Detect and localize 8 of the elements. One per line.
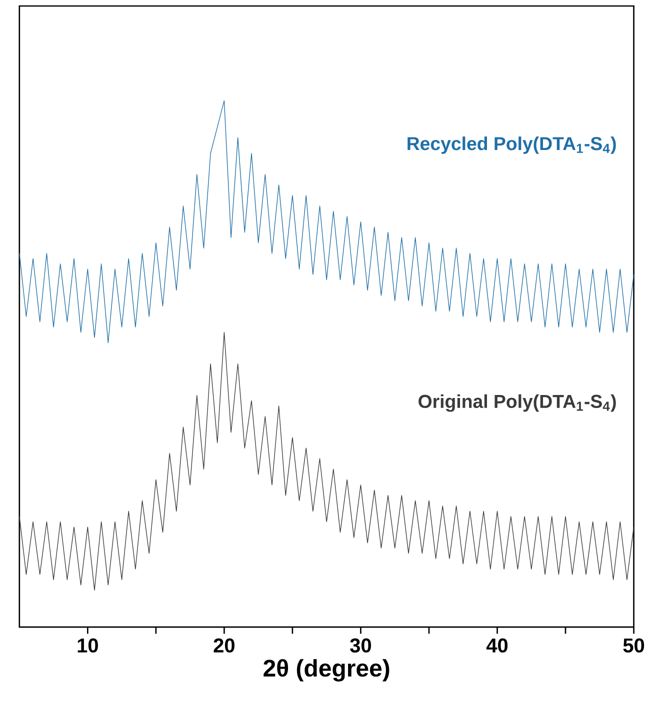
x-tick-label: 40 bbox=[486, 638, 508, 653]
text: Recycled Poly(DTA$_{1}$-S$_{4}$) bbox=[408, 136, 616, 154]
x-tick-label: 10 bbox=[78, 638, 98, 653]
x-axis-title: 2θ (degree) bbox=[264, 659, 390, 682]
x-tick-label: 30 bbox=[350, 638, 372, 653]
x-tick-label: 20 bbox=[214, 638, 235, 653]
x-tick-label: 50 bbox=[623, 638, 644, 653]
text: Original Poly(DTA$_{1}$-S$_{4}$) bbox=[418, 394, 616, 412]
